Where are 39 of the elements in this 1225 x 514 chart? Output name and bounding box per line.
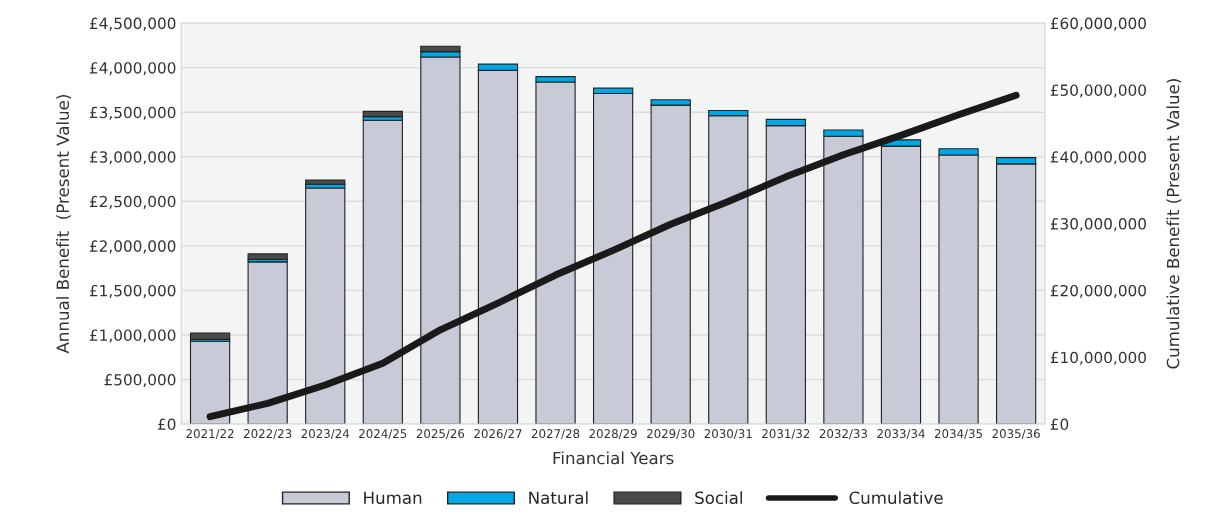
x-tick-label: 2022/23 bbox=[244, 429, 292, 439]
y2-tick-label: £40,000,000 bbox=[1050, 151, 1146, 165]
y-tick-label: £3,000,000 bbox=[89, 151, 176, 165]
y-tick-label: £0 bbox=[157, 418, 176, 431]
y-tick-label: £2,500,000 bbox=[89, 195, 176, 209]
x-tick-label: 2027/28 bbox=[531, 429, 580, 439]
y2-tick-label: £50,000,000 bbox=[1050, 84, 1146, 98]
x-tick-label: 2023/24 bbox=[301, 429, 350, 439]
y2-tick-label: £60,000,000 bbox=[1050, 17, 1146, 31]
y-tick-label: £1,000,000 bbox=[89, 329, 176, 343]
x-tick-label: 2033/34 bbox=[877, 429, 925, 439]
y2-axis-title: Cumulative Benefit (Present Value) bbox=[1166, 79, 1182, 369]
legend-label: Human bbox=[364, 491, 422, 505]
x-tick-label: 2028/29 bbox=[589, 429, 637, 439]
y2-tick-label: £10,000,000 bbox=[1050, 351, 1146, 365]
y-tick-label: £4,000,000 bbox=[89, 62, 176, 76]
y2-tick-label: £20,000,000 bbox=[1050, 284, 1146, 298]
y-tick-label: £500,000 bbox=[104, 373, 176, 388]
y2-tick-label: £0 bbox=[1050, 418, 1069, 431]
x-tick-label: 2032/33 bbox=[819, 429, 867, 439]
x-tick-label: 2034/35 bbox=[934, 429, 983, 439]
legend-label: Social bbox=[695, 491, 742, 505]
x-tick-label: 2031/32 bbox=[762, 429, 810, 439]
x-axis-title: Financial Years bbox=[553, 451, 674, 465]
y-tick-label: £4,500,000 bbox=[89, 17, 176, 31]
y-tick-label: £1,500,000 bbox=[89, 284, 176, 298]
x-tick-label: 2035/36 bbox=[992, 429, 1040, 439]
y-axis-title: Annual Benefit (Present Value) bbox=[56, 95, 72, 354]
x-tick-label: 2025/26 bbox=[416, 429, 465, 439]
legend-label: Cumulative bbox=[849, 491, 943, 505]
y-tick-label: £3,500,000 bbox=[89, 106, 176, 120]
x-tick-label: 2024/25 bbox=[359, 429, 407, 439]
y-tick-label: £2,000,000 bbox=[89, 240, 176, 254]
x-tick-label: 2021/22 bbox=[186, 429, 234, 439]
x-tick-label: 2026/27 bbox=[474, 429, 522, 439]
y2-tick-label: £30,000,000 bbox=[1050, 218, 1146, 232]
x-tick-label: 2029/30 bbox=[647, 429, 695, 439]
x-tick-label: 2030/31 bbox=[704, 429, 752, 439]
legend-label: Natural bbox=[529, 491, 588, 505]
